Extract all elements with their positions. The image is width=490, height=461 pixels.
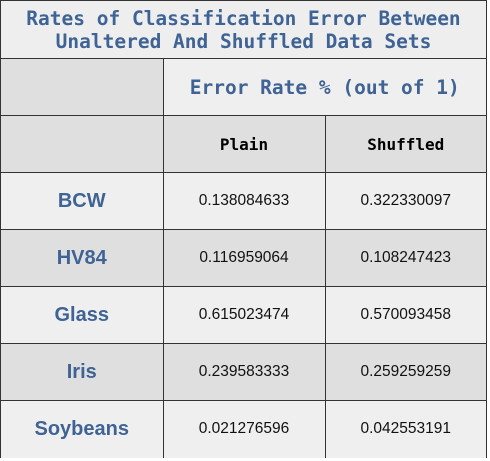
column-header-plain: Plain <box>162 115 326 173</box>
cell-plain: 0.116959064 <box>162 229 326 287</box>
row-header: Glass <box>1 286 164 344</box>
cell-shuffled: 0.259259259 <box>324 343 486 401</box>
table-row: Iris 0.239583333 0.259259259 <box>1 343 486 401</box>
corner-cell-top <box>1 58 164 116</box>
table-row: Glass 0.615023474 0.570093458 <box>1 286 486 344</box>
cell-shuffled: 0.108247423 <box>324 229 486 287</box>
column-header-shuffled: Shuffled <box>324 115 486 173</box>
cell-shuffled: 0.042553191 <box>324 400 486 458</box>
error-rate-header: Error Rate % (out of 1) <box>162 58 486 116</box>
cell-plain: 0.138084633 <box>162 172 326 230</box>
table-row: Soybeans 0.021276596 0.042553191 <box>1 400 486 458</box>
cell-plain: 0.615023474 <box>162 286 326 344</box>
cell-shuffled: 0.322330097 <box>324 172 486 230</box>
table-row: BCW 0.138084633 0.322330097 <box>1 172 486 230</box>
header-row-group: Error Rate % (out of 1) <box>1 58 486 116</box>
row-header: BCW <box>1 172 164 230</box>
cell-plain: 0.021276596 <box>162 400 326 458</box>
cell-shuffled: 0.570093458 <box>324 286 486 344</box>
header-row-columns: Plain Shuffled <box>1 115 486 173</box>
corner-cell-bottom <box>1 115 164 173</box>
table-title-line-2: Unaltered And Shuffled Data Sets <box>55 29 432 53</box>
row-header: Iris <box>1 343 164 401</box>
error-rate-table: Error Rate % (out of 1) Plain Shuffled B… <box>1 58 486 458</box>
row-header: HV84 <box>1 229 164 287</box>
table-row: HV84 0.116959064 0.108247423 <box>1 229 486 287</box>
table-title: Rates of Classification Error Between Un… <box>1 1 486 58</box>
row-header: Soybeans <box>1 400 164 458</box>
table-title-line-1: Rates of Classification Error Between <box>26 6 461 30</box>
cell-plain: 0.239583333 <box>162 343 326 401</box>
